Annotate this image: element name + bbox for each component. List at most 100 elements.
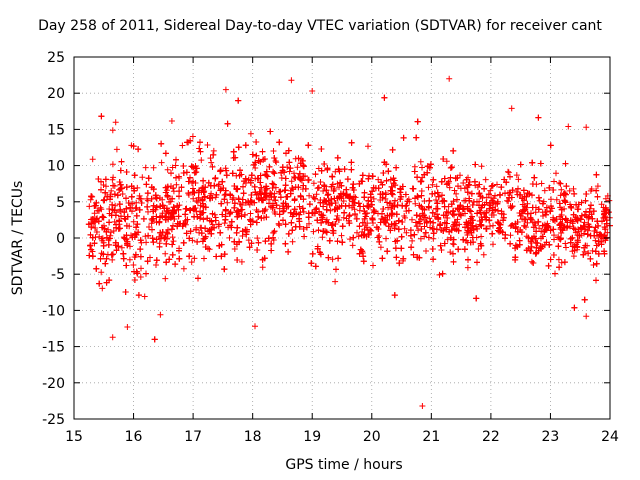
data-point <box>120 250 127 257</box>
data-point <box>574 217 581 224</box>
data-point <box>550 216 556 223</box>
data-point <box>190 164 197 171</box>
data-point <box>178 184 185 191</box>
data-point <box>239 196 246 203</box>
data-point <box>202 184 209 191</box>
data-point <box>553 196 560 203</box>
data-point <box>539 200 546 207</box>
data-point <box>525 234 532 241</box>
data-point <box>384 248 391 255</box>
data-point <box>118 185 125 192</box>
data-point <box>280 217 286 224</box>
data-point <box>285 147 292 154</box>
data-point <box>585 250 592 257</box>
data-point <box>518 229 525 236</box>
data-point <box>332 278 339 285</box>
data-point <box>300 182 307 189</box>
data-point <box>450 258 457 265</box>
data-point <box>173 174 179 181</box>
data-point <box>429 209 436 216</box>
data-point <box>164 193 171 200</box>
data-point <box>581 223 588 230</box>
data-point <box>399 183 406 190</box>
data-point <box>110 182 117 189</box>
data-point <box>129 208 135 215</box>
data-point <box>438 247 445 253</box>
data-point <box>560 191 567 198</box>
data-point <box>450 236 457 243</box>
data-point <box>102 260 109 267</box>
data-point <box>124 240 131 247</box>
data-point <box>517 212 524 219</box>
data-point <box>157 203 164 210</box>
data-point <box>466 197 473 204</box>
data-point <box>430 219 437 226</box>
data-point <box>103 228 110 235</box>
data-point <box>492 192 498 199</box>
data-point <box>360 253 367 260</box>
data-point <box>507 232 514 239</box>
data-point <box>211 224 218 231</box>
data-point <box>546 184 553 191</box>
data-point <box>110 228 117 234</box>
data-point <box>513 172 520 179</box>
data-point <box>537 243 544 249</box>
data-point <box>282 175 289 182</box>
data-point <box>567 203 574 210</box>
data-point <box>88 193 95 200</box>
data-point <box>238 206 245 213</box>
data-point <box>469 213 475 220</box>
data-point <box>276 139 283 146</box>
data-point <box>176 255 183 262</box>
data-point <box>137 195 144 202</box>
data-point <box>456 205 463 212</box>
data-point <box>208 230 215 237</box>
data-point <box>381 219 388 226</box>
data-point <box>403 229 410 236</box>
data-point <box>262 238 269 245</box>
data-point <box>557 213 564 220</box>
data-point <box>471 178 478 185</box>
data-point <box>237 167 243 174</box>
data-point <box>483 209 490 216</box>
data-point <box>537 160 544 167</box>
data-point <box>194 238 201 245</box>
data-point <box>156 195 163 201</box>
data-point <box>438 178 445 185</box>
data-point <box>514 243 521 250</box>
data-point <box>172 162 179 169</box>
data-point <box>200 203 207 210</box>
data-point <box>255 239 262 246</box>
data-point <box>186 253 193 260</box>
data-point <box>100 214 107 221</box>
data-point <box>234 186 241 193</box>
data-point <box>93 199 100 206</box>
data-point <box>291 174 298 180</box>
data-point <box>149 235 156 242</box>
data-point <box>419 164 425 171</box>
data-point <box>444 215 451 221</box>
data-point <box>170 222 176 229</box>
data-point <box>232 154 239 161</box>
data-point <box>280 208 287 215</box>
data-point <box>310 228 317 235</box>
data-point <box>434 189 441 196</box>
data-point <box>176 188 183 195</box>
data-point <box>400 134 407 141</box>
data-point <box>295 184 302 191</box>
data-point <box>463 237 470 244</box>
data-point <box>497 221 504 228</box>
data-point <box>474 210 481 217</box>
data-point <box>242 226 249 233</box>
data-point <box>326 201 333 208</box>
data-point <box>231 238 238 245</box>
data-point <box>288 77 295 84</box>
data-point <box>439 198 446 205</box>
data-point <box>153 236 160 243</box>
data-point <box>144 203 151 210</box>
data-point <box>126 256 133 263</box>
data-point <box>487 187 494 194</box>
data-point <box>346 194 352 201</box>
data-point <box>602 214 609 220</box>
data-point <box>133 199 140 206</box>
